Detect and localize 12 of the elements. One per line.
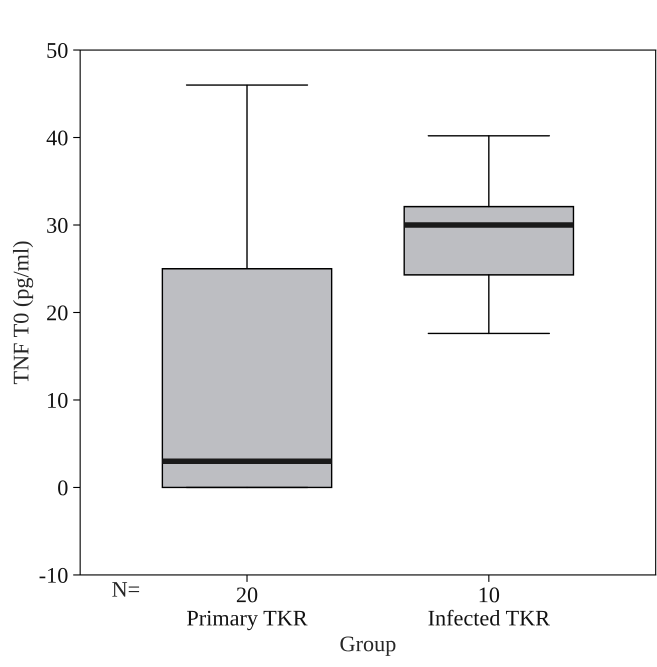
text: N=	[112, 582, 140, 597]
x-tick-label: 10 Infected TKR	[428, 587, 550, 626]
y-axis-title: TNF T0 (pg/ml)	[12, 241, 34, 384]
y-tick-label: 50	[47, 42, 68, 58]
y-tick-label: 20	[47, 305, 68, 320]
x-axis-title: Group	[340, 636, 396, 656]
y-tick-label: 10	[48, 392, 68, 408]
y-tick-label: 30	[47, 218, 68, 233]
y-tick-label: 40	[46, 130, 68, 146]
y-tick-label: -10	[40, 568, 68, 583]
x-tick-label: 20 Primary TKR	[187, 587, 308, 630]
y-tick-label: 0	[58, 480, 68, 496]
